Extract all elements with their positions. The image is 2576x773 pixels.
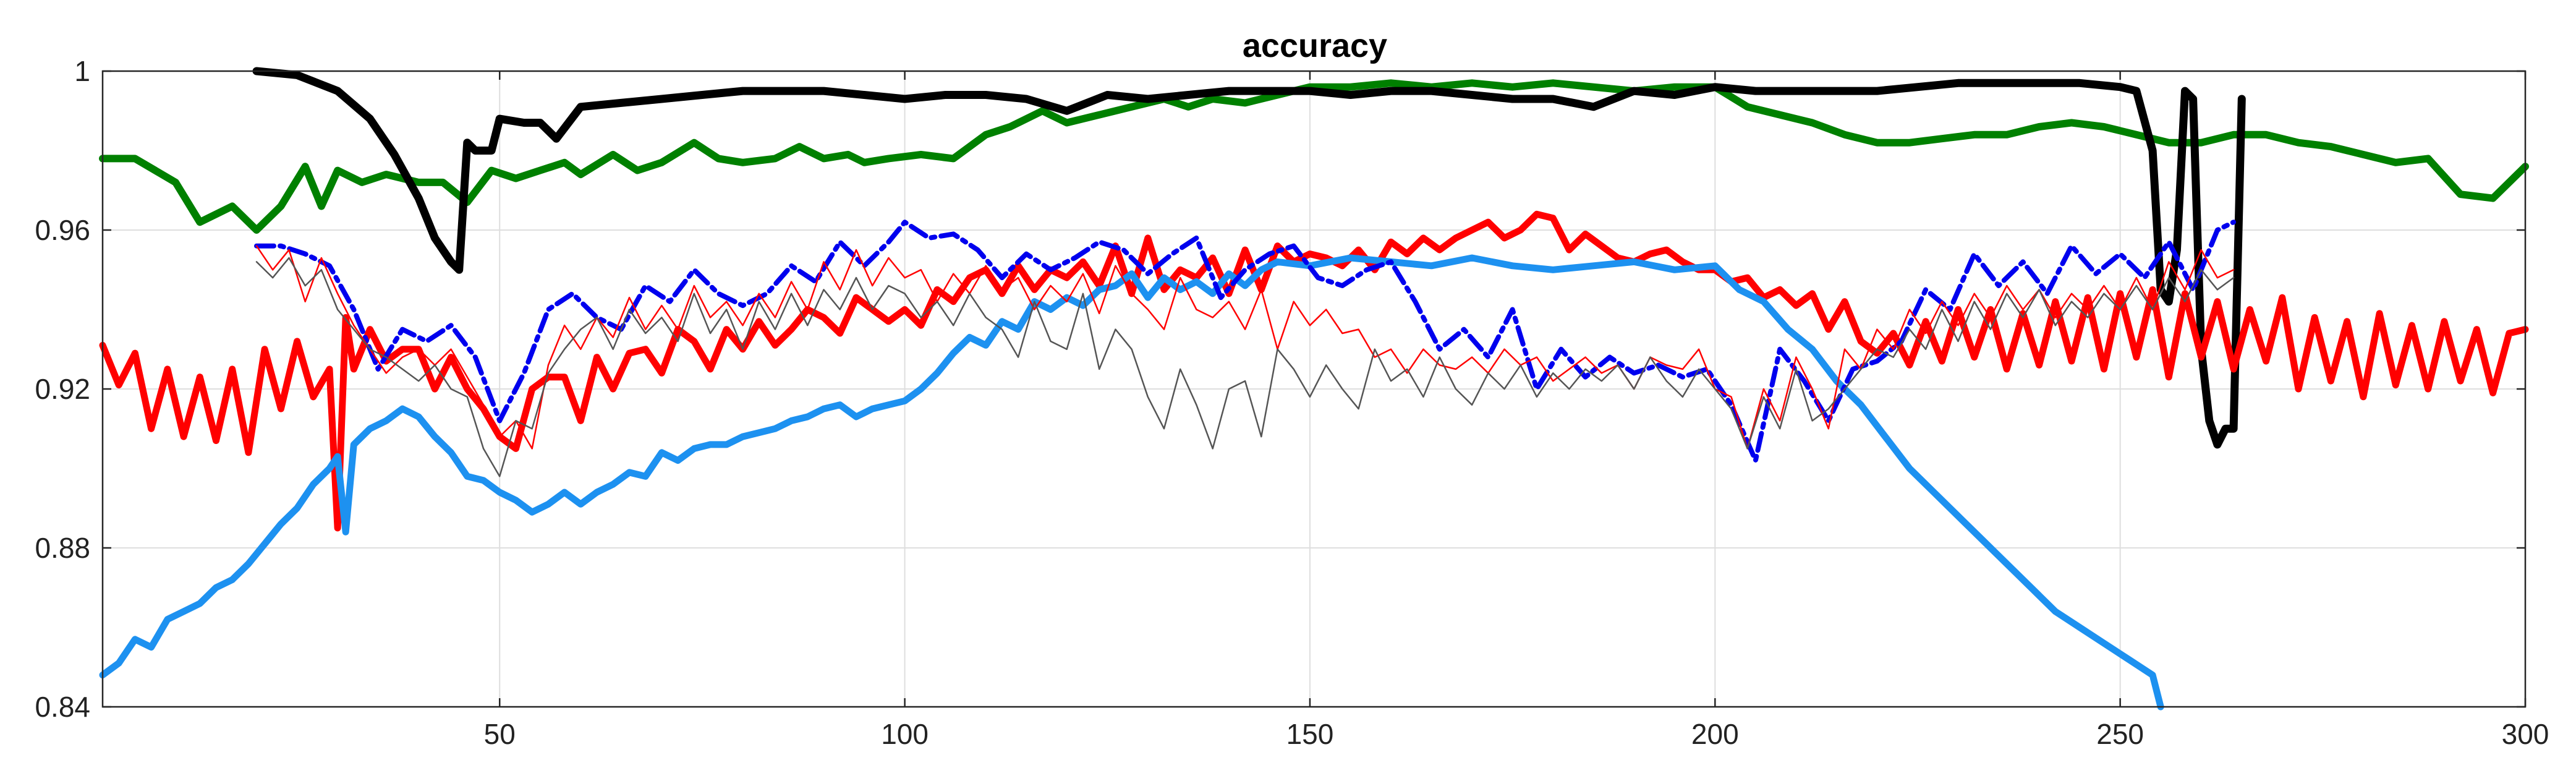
- x-tick-label: 150: [1286, 718, 1334, 750]
- y-tick-label: 0.92: [35, 373, 90, 405]
- y-tick-label: 0.88: [35, 532, 90, 564]
- x-tick-label: 300: [2502, 718, 2549, 750]
- series-line-4: [99, 254, 2164, 711]
- series-line-2: [252, 67, 2246, 449]
- x-tick-label: 100: [881, 718, 929, 750]
- x-tick-label: 250: [2096, 718, 2144, 750]
- data-series: [99, 67, 2529, 711]
- chart-title: accuracy: [1243, 27, 1387, 64]
- series-line-5: [254, 220, 2237, 463]
- series-line-7: [255, 257, 2235, 477]
- axis-ticks: 50 100 150 200 250 300 0.84 0.88 0.92 0.96 1: [35, 55, 2549, 750]
- y-tick-label: 1: [74, 55, 90, 87]
- series-line-6: [255, 245, 2235, 450]
- y-tick-label: 0.84: [35, 691, 90, 723]
- x-tick-label: 200: [1691, 718, 1739, 750]
- y-tick-label: 0.96: [35, 214, 90, 246]
- x-tick-label: 50: [484, 718, 516, 750]
